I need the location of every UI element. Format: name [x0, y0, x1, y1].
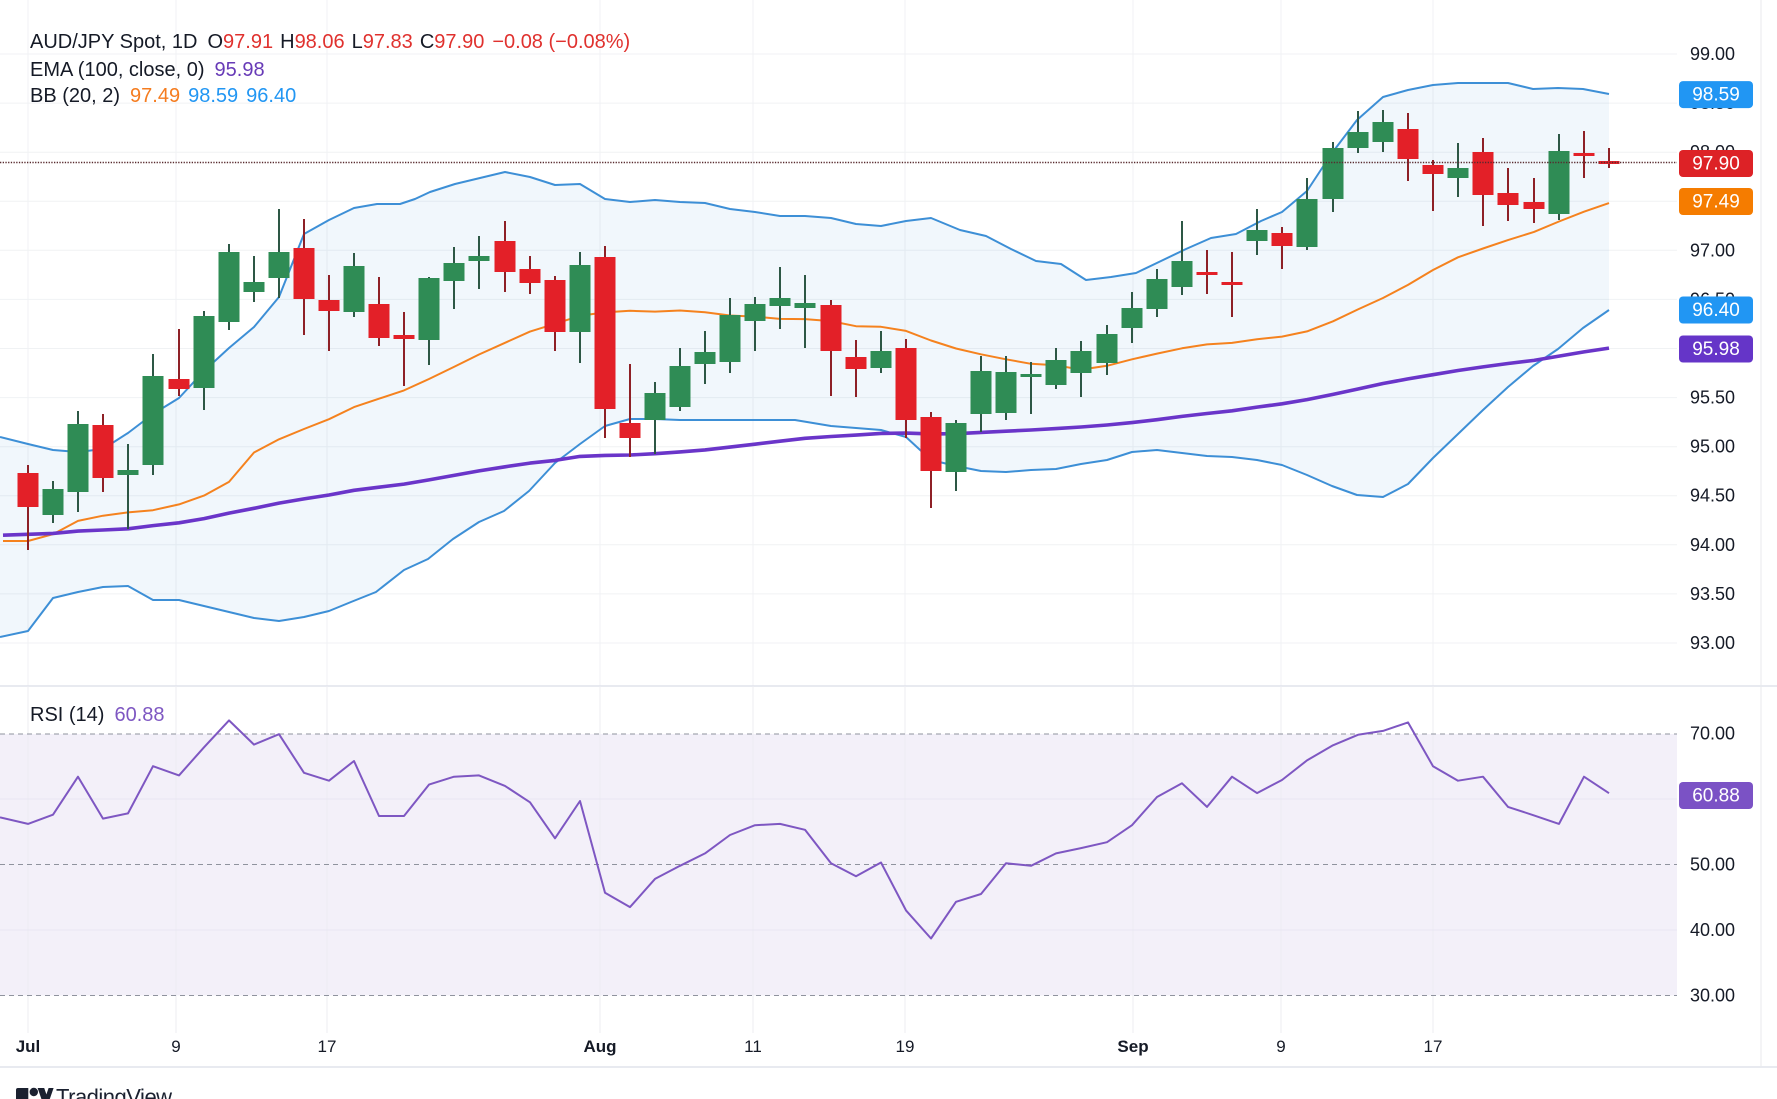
svg-text:95.98: 95.98 — [1692, 339, 1740, 360]
svg-text:97.49: 97.49 — [1692, 192, 1740, 213]
svg-text:TradingView: TradingView — [56, 1085, 172, 1099]
svg-text:50.00: 50.00 — [1690, 855, 1735, 875]
svg-text:9: 9 — [171, 1037, 180, 1056]
svg-text:60.88: 60.88 — [1692, 786, 1740, 807]
svg-text:99.00: 99.00 — [1690, 44, 1735, 64]
svg-text:Jul: Jul — [16, 1037, 41, 1056]
svg-text:97.90: 97.90 — [1692, 154, 1740, 175]
svg-text:98.59: 98.59 — [1692, 85, 1740, 106]
svg-text:30.00: 30.00 — [1690, 986, 1735, 1006]
svg-text:70.00: 70.00 — [1690, 724, 1735, 744]
svg-text:RSI (14)60.88: RSI (14) 60.88 — [30, 704, 165, 726]
svg-text:11: 11 — [744, 1037, 762, 1056]
svg-text:94.00: 94.00 — [1690, 535, 1735, 555]
svg-text:95.50: 95.50 — [1690, 388, 1735, 408]
svg-text:93.00: 93.00 — [1690, 633, 1735, 653]
svg-text:Sep: Sep — [1117, 1037, 1148, 1056]
svg-text:EMA (100, close, 0)95.98: EMA (100, close, 0) 95.98 — [30, 59, 265, 81]
svg-text:17: 17 — [318, 1037, 337, 1056]
svg-text:97.00: 97.00 — [1690, 240, 1735, 260]
svg-text:40.00: 40.00 — [1690, 920, 1735, 940]
svg-text:96.40: 96.40 — [1692, 300, 1740, 321]
svg-text:Aug: Aug — [583, 1037, 616, 1056]
svg-text:19: 19 — [896, 1037, 915, 1056]
svg-text:93.50: 93.50 — [1690, 584, 1735, 604]
svg-text:9: 9 — [1276, 1037, 1285, 1056]
svg-text:17: 17 — [1424, 1037, 1443, 1056]
svg-text:95.00: 95.00 — [1690, 437, 1735, 457]
svg-text:94.50: 94.50 — [1690, 486, 1735, 506]
